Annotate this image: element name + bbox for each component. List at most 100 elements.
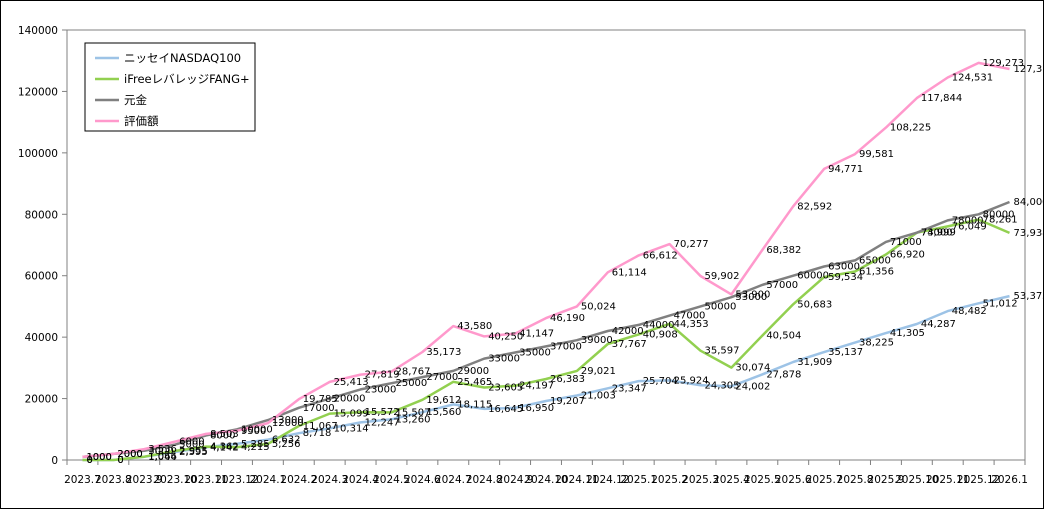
- data-label: 0: [86, 455, 92, 466]
- data-label: 59,902: [705, 271, 740, 282]
- data-label: 50,683: [797, 299, 832, 310]
- data-label: 6,632: [272, 435, 301, 446]
- data-label: 1,066: [148, 452, 177, 463]
- data-label: 40,250: [488, 331, 523, 342]
- data-label: 94,771: [828, 164, 863, 175]
- x-tick-label: 2025.1: [620, 474, 657, 486]
- data-label: 29,021: [581, 366, 616, 377]
- data-label: 23,347: [612, 383, 647, 394]
- data-label: 124,531: [952, 73, 993, 84]
- data-label: 8,503: [210, 429, 239, 440]
- data-label: 46,190: [550, 313, 585, 324]
- y-tick-label: 140000: [18, 25, 58, 37]
- legend-label-3: 評価額: [124, 114, 159, 128]
- data-label: 129,273: [983, 58, 1024, 69]
- data-label: 78,261: [983, 215, 1018, 226]
- data-label: 27,819: [365, 370, 400, 381]
- data-label: 5,256: [272, 439, 301, 450]
- x-tick-label: 2024.4: [342, 474, 379, 486]
- data-label: 70,277: [674, 239, 709, 250]
- data-label: 68,382: [766, 245, 801, 256]
- data-label: 35,173: [426, 347, 461, 358]
- data-label: 4,142: [210, 442, 239, 453]
- data-label: 21,003: [581, 390, 616, 401]
- x-tick-label: 2025.7: [806, 474, 843, 486]
- data-label: 37000: [550, 341, 582, 352]
- data-label: 16,645: [488, 404, 523, 415]
- data-label: 11,067: [303, 421, 338, 432]
- data-label: 17000: [303, 403, 335, 414]
- data-label: 23,605: [488, 382, 523, 393]
- y-tick-label: 20000: [25, 394, 58, 406]
- series-line-1: [82, 218, 1010, 462]
- x-tick-label: 2025.4: [713, 474, 750, 486]
- data-label: 10,314: [334, 423, 369, 434]
- data-label: 0: [86, 455, 92, 466]
- x-tick-label: 2023.8: [95, 474, 132, 486]
- data-label: 82,592: [797, 201, 832, 212]
- data-label: 61,356: [859, 267, 894, 278]
- data-label: 108,225: [890, 123, 931, 134]
- x-tick-label: 2023.11: [184, 474, 227, 486]
- data-label: 25,465: [457, 377, 492, 388]
- x-tick-label: 2024.7: [435, 474, 472, 486]
- x-tick-label: 2025.10: [895, 474, 938, 486]
- data-label: 15,507: [395, 407, 430, 418]
- x-tick-label: 2024.2: [280, 474, 317, 486]
- x-tick-label: 2025.11: [926, 474, 969, 486]
- x-tick-label: 2023.12: [215, 474, 258, 486]
- data-label: 6000: [179, 437, 204, 448]
- x-tick-label: 2025.3: [682, 474, 719, 486]
- data-label: 12,247: [365, 417, 400, 428]
- x-tick-label: 2023.9: [126, 474, 163, 486]
- data-label: 26,383: [550, 374, 585, 385]
- y-tick-label: 120000: [18, 86, 58, 98]
- x-tick-label: 2023.10: [153, 474, 196, 486]
- x-tick-label: 2023.7: [64, 474, 101, 486]
- x-tick-label: 2025.6: [775, 474, 812, 486]
- data-label: 1000: [86, 452, 111, 463]
- series-line-0: [82, 294, 1010, 462]
- data-label: 27,878: [766, 369, 801, 380]
- data-label: 5000: [179, 440, 204, 451]
- x-tick-label: 2024.1: [249, 474, 286, 486]
- data-label: 15,572: [365, 407, 400, 418]
- data-label: 41,305: [890, 328, 925, 339]
- x-tick-label: 2024.5: [373, 474, 410, 486]
- data-label: 35,597: [705, 346, 740, 357]
- data-label: 39000: [581, 335, 613, 346]
- data-label: 66,920: [890, 249, 925, 260]
- data-label: 76,049: [952, 221, 987, 232]
- data-label: 31,909: [797, 357, 832, 368]
- data-label: 13000: [272, 415, 304, 426]
- data-label: 8000: [210, 430, 235, 441]
- data-label: 99,581: [859, 149, 894, 160]
- x-tick-label: 2024.9: [497, 474, 534, 486]
- data-label: 2000: [117, 449, 142, 460]
- data-label: 29000: [457, 366, 489, 377]
- data-label: 4,362: [210, 442, 239, 453]
- data-label: 19,612: [426, 395, 461, 406]
- data-label: 35000: [519, 348, 551, 359]
- data-label: 25,704: [643, 376, 678, 387]
- data-label: 78000: [952, 215, 984, 226]
- data-label: 27000: [426, 372, 458, 383]
- data-label: 30,074: [735, 363, 770, 374]
- data-label: 3000: [148, 446, 173, 457]
- x-axis: 2023.72023.82023.92023.102023.112023.122…: [64, 460, 1028, 486]
- data-label: 8,718: [303, 428, 332, 439]
- x-tick-label: 2024.3: [311, 474, 348, 486]
- data-label: 43,580: [457, 321, 492, 332]
- y-axis: 0 20000 40000 60000 80000 100000 120000 140000: [18, 25, 67, 467]
- data-label: 117,844: [921, 93, 962, 104]
- x-tick-label: 2025.12: [957, 474, 1000, 486]
- data-label: 41,147: [519, 329, 554, 340]
- data-label: 66,612: [643, 250, 678, 261]
- data-label: 10000: [241, 424, 273, 435]
- y-tick-label: 0: [51, 455, 58, 467]
- data-label: 65000: [859, 255, 891, 266]
- data-label: 2,595: [179, 447, 208, 458]
- data-label: 0: [117, 455, 123, 466]
